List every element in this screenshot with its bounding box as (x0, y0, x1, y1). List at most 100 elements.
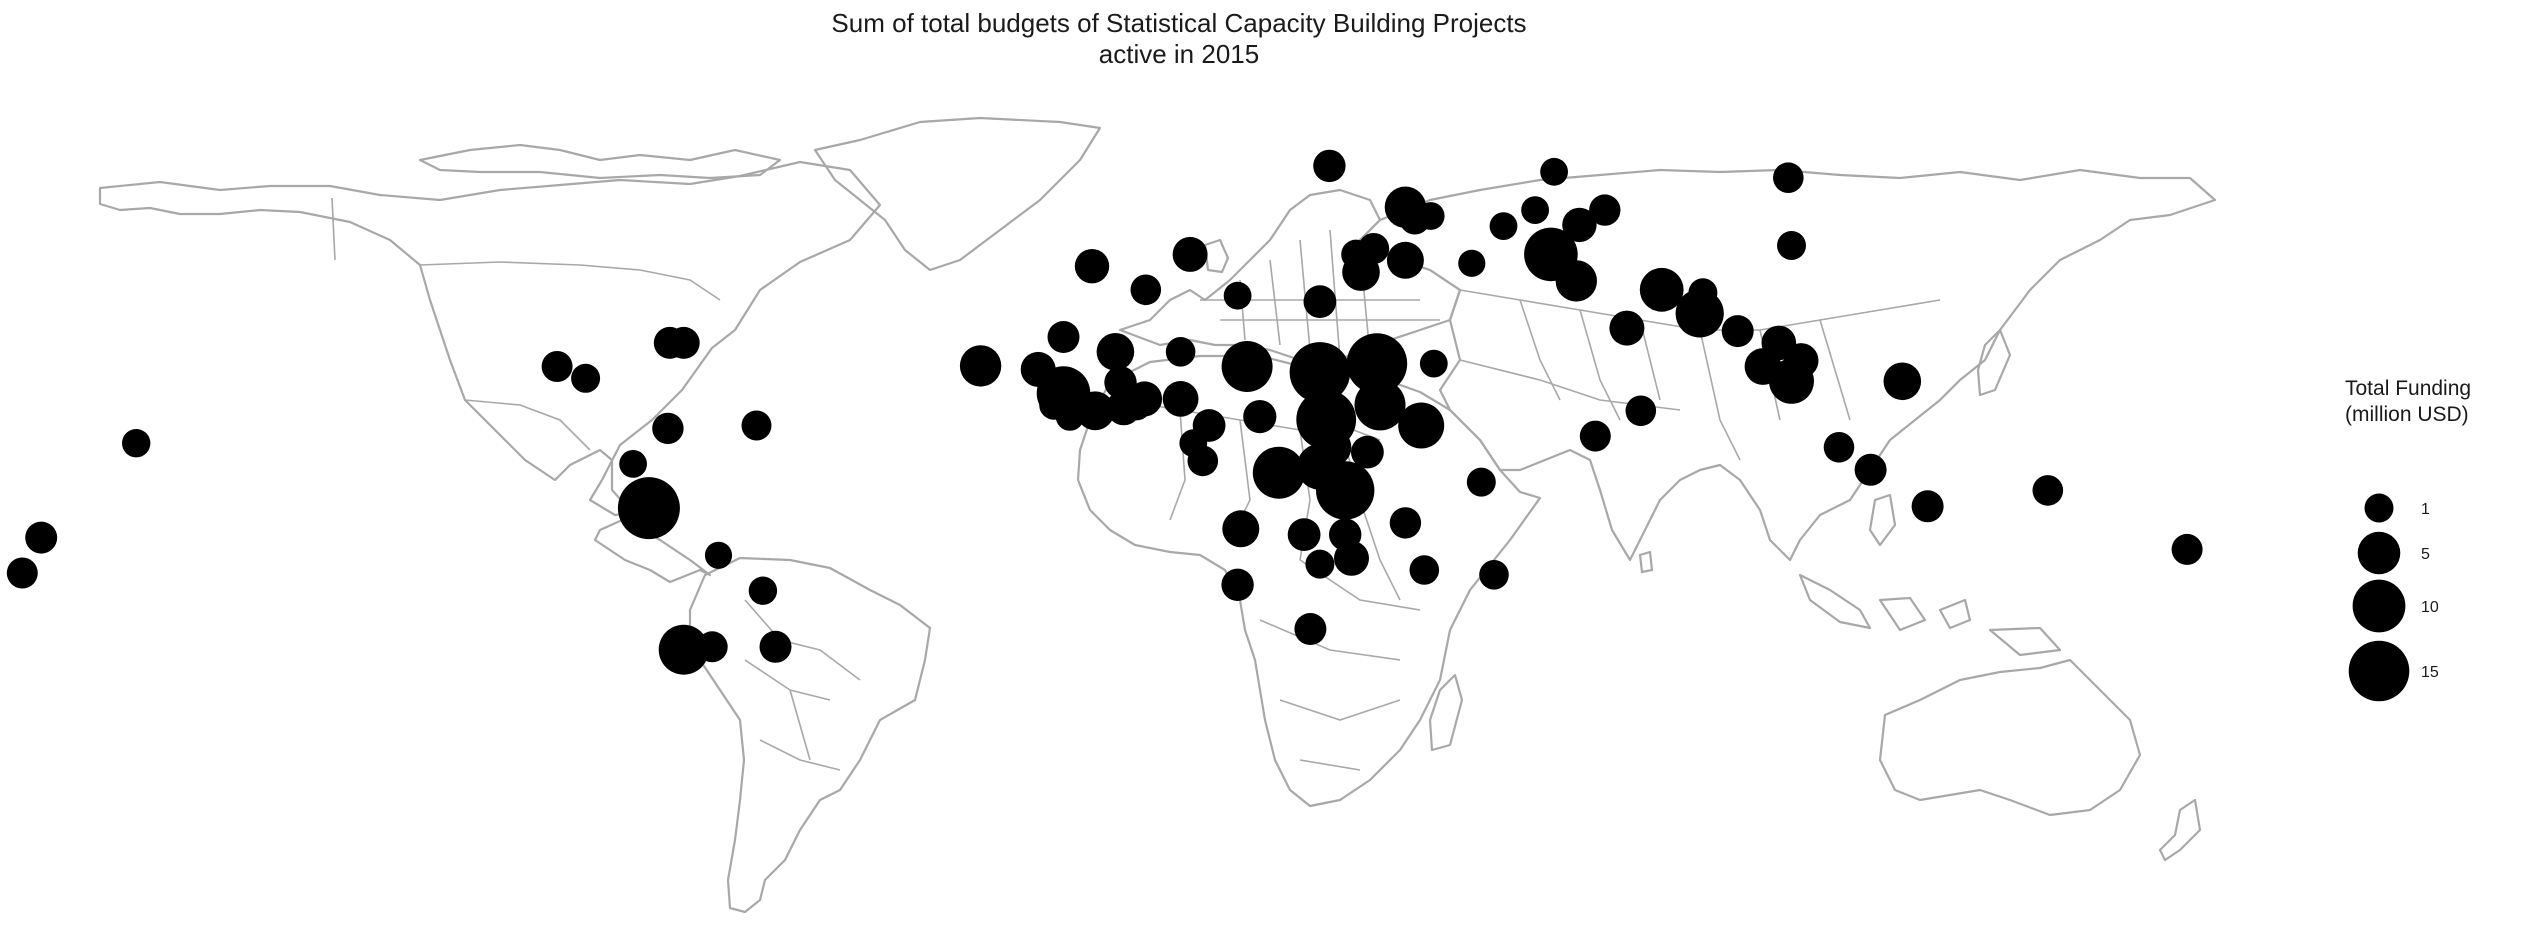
bubble-azerbaijan (1416, 202, 1445, 230)
map-title: Sum of total budgets of Statistical Capa… (0, 8, 2358, 70)
bubble-burkina-faso (1104, 366, 1137, 399)
british-isles-outline (1203, 238, 1230, 274)
bubble-cape-verde (959, 345, 1002, 387)
bubble-egypt (1303, 285, 1337, 318)
legend-key-10 (2352, 579, 2406, 633)
bubble-central-african-republic (1243, 400, 1277, 434)
legend-title-line-1: Total Funding (2345, 377, 2472, 400)
bubble-dominican-republic (667, 326, 700, 359)
bubble-uzbekistan (1521, 196, 1549, 225)
bubble-chile (658, 624, 709, 675)
bubble-somalia (1398, 402, 1445, 449)
bubble-cote-d-ivoire (1075, 391, 1115, 431)
bubble-bolivia (704, 541, 733, 569)
bubble-malaysia (1823, 432, 1855, 463)
legend-title-line-2: (million USD) (2345, 403, 2469, 426)
bubble-tanzania (1316, 461, 1375, 520)
bubble-tonga (6, 557, 38, 589)
bubble-kyrgyzstan (1589, 194, 1621, 226)
legend-key-5 (2357, 531, 2401, 575)
bubble-kiribati (122, 429, 151, 458)
south-america-outline (688, 556, 932, 914)
canadian-arctic-outline (418, 143, 782, 180)
bubble-colombia (652, 412, 684, 445)
bubble-iran (1458, 249, 1486, 277)
bubble-guyana (741, 410, 772, 441)
japan-outline (1976, 328, 2012, 397)
bubble-madagascar (1409, 555, 1440, 585)
bubble-yemen (1419, 349, 1448, 378)
bubble-angola (1222, 510, 1260, 548)
bubble-mali (1096, 333, 1135, 371)
bubble-niger (1165, 337, 1196, 367)
bubble-turkmenistan (1489, 212, 1518, 241)
bubble-uruguay (759, 630, 792, 663)
bubble-zambia (1287, 518, 1321, 551)
bubble-india (1609, 310, 1645, 346)
north-america-outline (98, 160, 882, 584)
bubble-ukraine (1313, 149, 1346, 183)
bubble-china (1777, 231, 1806, 260)
bubble-jordan (1342, 253, 1380, 291)
bubble-mongolia (1773, 162, 1804, 193)
bubble-tajikistan (1562, 207, 1597, 243)
legend: Total Funding (million USD) 1 5 10 15 (2345, 376, 2515, 713)
title-line-1: Sum of total budgets of Statistical Capa… (831, 8, 1527, 38)
bubble-comoros (1389, 507, 1422, 539)
bubble-gabon (1187, 445, 1219, 477)
bubble-sri-lanka (1625, 395, 1657, 427)
bubble-lesotho (1294, 613, 1327, 645)
bubble-iraq (1386, 241, 1424, 279)
bubble-papua-new-guinea (2032, 475, 2064, 506)
bubble-timor-leste (1911, 490, 1944, 523)
us-canada-border (419, 261, 721, 301)
bubble-dr-congo (1252, 446, 1305, 499)
bubble-ecuador (619, 450, 647, 478)
bubble-myanmar (1721, 315, 1754, 348)
bubble-samoa (25, 521, 58, 554)
country-outlines (98, 116, 2217, 914)
asia-outline (1358, 168, 2217, 562)
bubble-indonesia (1854, 453, 1887, 486)
bubble-mozambique (1334, 540, 1369, 576)
philippines-outline (1868, 493, 1897, 547)
bubble-morocco (1074, 249, 1110, 284)
us-mexico-border (464, 399, 591, 451)
bubble-chad (1221, 341, 1273, 392)
bubble-benin (1127, 381, 1163, 417)
funding-bubbles (6, 149, 2203, 675)
greenland-outline (813, 116, 1102, 272)
legend-label-10: 10 (2421, 599, 2439, 616)
bubble-libya (1223, 281, 1252, 310)
bubble-bangladesh (1675, 289, 1724, 338)
legend-key-15 (2348, 640, 2410, 702)
bubble-sudan (1289, 342, 1351, 403)
bubble-zimbabwe (1305, 549, 1335, 579)
bubble-tunisia (1172, 236, 1208, 272)
bubble-maldives (1579, 420, 1611, 452)
bubble-cambodia (1769, 358, 1814, 404)
legend-label-15: 15 (2421, 664, 2439, 681)
bubble-peru (617, 477, 680, 540)
legend-title: Total Funding (million USD) (2345, 376, 2515, 428)
bubble-vanuatu (2171, 533, 2203, 565)
bubble-eritrea (1346, 333, 1408, 394)
bubble-nepal (1639, 267, 1684, 312)
bubble-mauritius (1479, 560, 1509, 590)
title-line-2: active in 2015 (1098, 39, 1260, 69)
bubble-paraguay (748, 576, 778, 605)
madagascar-outline (1428, 673, 1464, 752)
bubble-kenya (1351, 435, 1384, 469)
alaska-border (331, 197, 336, 261)
bubble-nicaragua (571, 363, 601, 393)
sri-lanka-outline (1638, 550, 1654, 574)
legend-label-5: 5 (2421, 546, 2430, 563)
bubble-kazakhstan (1540, 157, 1568, 186)
legend-key-1 (2364, 493, 2394, 523)
world-map (6, 116, 2217, 914)
bubble-pakistan (1555, 260, 1598, 302)
bubble-nigeria (1162, 381, 1199, 417)
legend-label-1: 1 (2421, 501, 2430, 518)
indonesia-outline (1798, 573, 2062, 657)
